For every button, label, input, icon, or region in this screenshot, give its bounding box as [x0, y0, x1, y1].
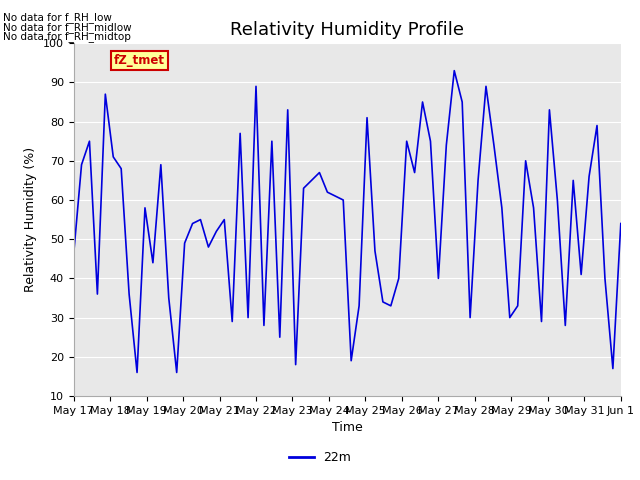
Title: Relativity Humidity Profile: Relativity Humidity Profile: [230, 21, 464, 39]
Text: No data for f_RH_low: No data for f_RH_low: [3, 12, 112, 23]
Text: No data for f_RH_midlow: No data for f_RH_midlow: [3, 22, 132, 33]
Y-axis label: Relativity Humidity (%): Relativity Humidity (%): [24, 147, 37, 292]
Legend: 22m: 22m: [284, 446, 356, 469]
Text: No data for f_RH_midtop: No data for f_RH_midtop: [3, 31, 131, 42]
X-axis label: Time: Time: [332, 421, 363, 434]
Text: fZ_tmet: fZ_tmet: [114, 54, 164, 67]
